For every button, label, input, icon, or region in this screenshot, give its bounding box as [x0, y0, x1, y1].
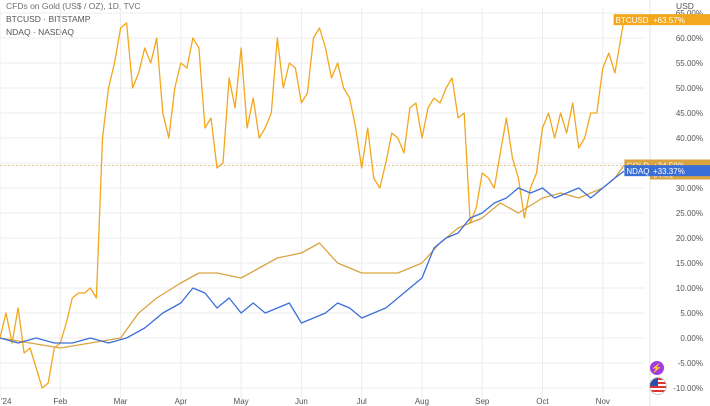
y-tick-label: 40.00% [676, 134, 703, 143]
chart-legend: CFDs on Gold (US$ / OZ), 1D, TVC BTCUSD … [6, 0, 140, 39]
x-tick-label: Oct [536, 397, 549, 406]
legend-ndaq: NDAQ · NASDAQ [6, 27, 75, 37]
last-value-ndaq: +33.37% [653, 167, 685, 176]
y-tick-label: -5.00% [678, 359, 703, 368]
legend-btc: BTCUSD · BITSTAMP [6, 14, 91, 24]
x-tick-label: Feb [53, 397, 67, 406]
y-tick-label: 65.00% [676, 9, 703, 18]
last-label-btcusd: BTCUSD [616, 16, 649, 25]
x-tick-label: May [234, 397, 249, 406]
x-tick-label: '24 [1, 397, 12, 406]
y-tick-label: 60.00% [676, 34, 703, 43]
legend-gold: CFDs on Gold (US$ / OZ), 1D, TVC [6, 1, 141, 11]
x-tick-label: Jul [357, 397, 367, 406]
x-tick-label: Nov [596, 397, 610, 406]
x-tick-label: Jun [295, 397, 308, 406]
y-tick-label: 45.00% [676, 109, 703, 118]
x-tick-label: Aug [415, 397, 429, 406]
last-label-box-ndaq [624, 165, 650, 177]
last-value-box-ndaq [650, 165, 710, 177]
y-tick-label: 20.00% [676, 234, 703, 243]
x-tick-label: Mar [114, 397, 128, 406]
axis-unit-label: USD [676, 1, 694, 11]
y-tick-label: -10.00% [673, 384, 703, 393]
y-tick-label: 50.00% [676, 84, 703, 93]
last-label-box-gold [624, 159, 650, 171]
last-value-box-gold [650, 159, 710, 171]
y-tick-label: 55.00% [676, 59, 703, 68]
x-tick-label: Sep [475, 397, 490, 406]
last-label-box-btcusd [613, 14, 650, 26]
series-line-btcusd [0, 19, 625, 389]
last-value-box-btcusd [650, 14, 710, 26]
y-tick-label: 25.00% [676, 209, 703, 218]
y-tick-label: 15.00% [676, 259, 703, 268]
lightning-icon[interactable]: ⚡ [650, 361, 664, 375]
last-value-btcusd: +63.57% [653, 16, 685, 25]
us-flag-icon[interactable] [649, 377, 667, 395]
x-tick-label: Apr [175, 397, 188, 406]
series-line-ndaq [0, 170, 625, 344]
series-line-gold [0, 165, 625, 349]
y-tick-label: 10.00% [676, 284, 703, 293]
y-tick-label: 0.00% [680, 334, 703, 343]
y-tick-label: 5.00% [680, 309, 703, 318]
last-label-ndaq: NDAQ [626, 167, 649, 176]
y-tick-label: 30.00% [676, 184, 703, 193]
